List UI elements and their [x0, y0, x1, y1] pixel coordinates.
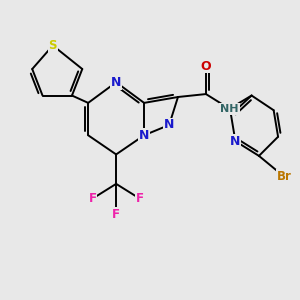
Text: O: O — [201, 60, 211, 73]
Text: F: F — [112, 208, 120, 221]
Text: N: N — [230, 135, 241, 148]
Text: S: S — [49, 39, 57, 52]
Text: NH: NH — [220, 104, 239, 114]
Text: N: N — [164, 118, 174, 131]
Text: Br: Br — [277, 170, 291, 183]
Text: F: F — [88, 192, 97, 205]
Text: N: N — [111, 76, 121, 89]
Text: N: N — [139, 129, 149, 142]
Text: F: F — [136, 192, 144, 205]
